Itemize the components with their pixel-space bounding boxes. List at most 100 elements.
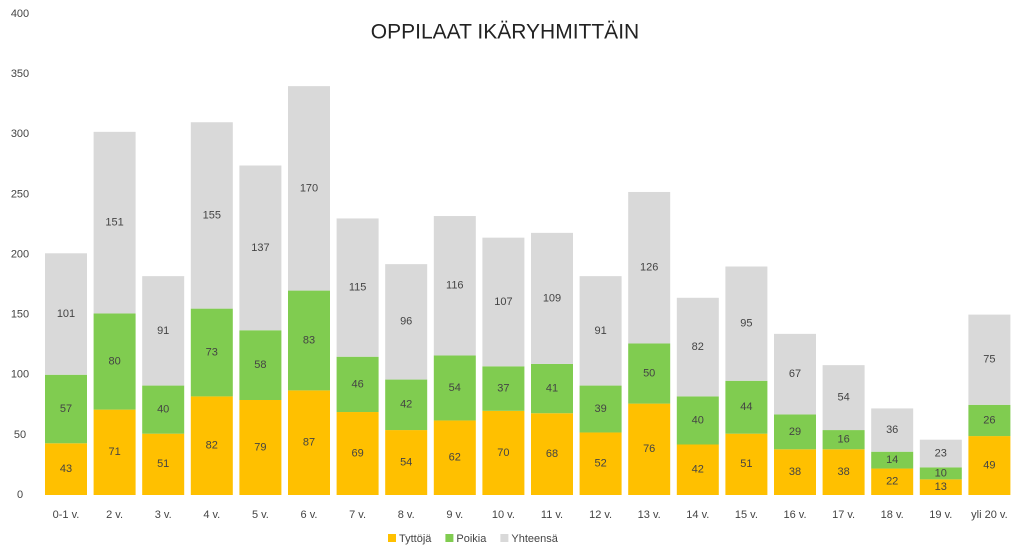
bar-segment — [968, 436, 1011, 495]
bar-segment — [774, 333, 816, 415]
data-label: 62 — [449, 452, 461, 464]
y-tick-label: 300 — [11, 128, 29, 140]
bar-segment — [968, 314, 1011, 405]
bar-segment — [531, 232, 573, 364]
data-label: 116 — [446, 280, 464, 292]
data-label: 67 — [789, 368, 801, 380]
bar-segment — [142, 276, 185, 386]
bar-segment — [822, 449, 865, 495]
bar-segment — [725, 433, 768, 495]
x-tick-label: 14 v. — [686, 509, 709, 521]
y-tick-label: 350 — [11, 68, 29, 80]
y-tick-label: 50 — [14, 429, 26, 441]
bar-segment — [93, 131, 136, 314]
bar-segment — [531, 363, 573, 414]
bar-segment — [385, 264, 428, 380]
x-tick-label: 16 v. — [783, 509, 806, 521]
data-label: 43 — [60, 463, 72, 475]
data-label: 95 — [740, 318, 752, 330]
bar-segment — [822, 365, 865, 431]
data-label: 115 — [349, 281, 367, 293]
bar-segment — [93, 409, 136, 495]
data-label: 50 — [643, 367, 655, 379]
data-label: 13 — [935, 481, 947, 493]
bar-segment — [336, 356, 379, 413]
bar-segment — [385, 379, 428, 431]
bar-segment — [919, 467, 962, 480]
chart-title: OPPILAAT IKÄRYHMITTÄIN — [371, 21, 639, 44]
x-tick-label: 12 v. — [589, 509, 612, 521]
legend-label: Tyttöjä — [399, 533, 432, 545]
data-label: 109 — [543, 292, 561, 304]
data-label: 51 — [157, 458, 169, 470]
x-tick-label: yli 20 v. — [971, 509, 1007, 521]
bar-segment — [288, 290, 330, 391]
data-label: 107 — [494, 296, 512, 308]
data-label: 71 — [108, 446, 120, 458]
bar-segment — [531, 413, 573, 495]
data-label: 80 — [108, 355, 120, 367]
bar-segment — [45, 443, 87, 495]
data-label: 58 — [254, 359, 266, 371]
data-label: 38 — [789, 466, 801, 478]
x-tick-label: 18 v. — [881, 509, 904, 521]
x-tick-label: 10 v. — [492, 509, 515, 521]
data-label: 44 — [740, 401, 752, 413]
data-label: 23 — [935, 447, 947, 459]
bar-segment — [628, 403, 671, 495]
bar-segment — [142, 385, 185, 434]
bar-segment — [919, 439, 962, 468]
x-tick-label: 19 v. — [929, 509, 952, 521]
bar-segment — [433, 420, 476, 495]
bar-segment — [93, 313, 136, 410]
data-label: 137 — [251, 242, 269, 254]
data-label: 70 — [497, 447, 509, 459]
bar-segment — [871, 468, 914, 495]
bar-segment — [774, 449, 816, 495]
data-label: 42 — [400, 399, 412, 411]
bar-segment — [142, 433, 185, 495]
data-label: 22 — [886, 476, 898, 488]
x-tick-label: 13 v. — [638, 509, 661, 521]
data-label: 26 — [983, 414, 995, 426]
x-tick-label: 15 v. — [735, 509, 758, 521]
data-label: 96 — [400, 316, 412, 328]
data-label: 14 — [886, 454, 898, 466]
bar-segment — [871, 451, 914, 469]
data-label: 42 — [692, 464, 704, 476]
data-label: 37 — [497, 382, 509, 394]
data-label: 38 — [837, 466, 849, 478]
data-label: 16 — [837, 434, 849, 446]
bar-segment — [239, 165, 282, 331]
bar-segment — [433, 216, 476, 356]
bar-segment — [336, 218, 379, 357]
bar-segment — [579, 432, 622, 495]
data-label: 57 — [60, 403, 72, 415]
data-label: 40 — [157, 404, 169, 416]
bar-segment — [239, 400, 282, 495]
x-tick-label: 7 v. — [349, 509, 366, 521]
y-tick-label: 100 — [11, 369, 29, 381]
bar-segment — [579, 385, 622, 433]
legend-label: Yhteensä — [511, 533, 558, 545]
y-tick-label: 250 — [11, 188, 29, 200]
data-label: 76 — [643, 443, 655, 455]
bar-segment — [45, 253, 87, 375]
data-label: 87 — [303, 437, 315, 449]
bar-segment — [676, 297, 719, 397]
data-label: 49 — [983, 459, 995, 471]
bar-segment — [628, 191, 671, 344]
data-label: 82 — [206, 440, 218, 452]
bar-segment — [288, 390, 330, 495]
data-label: 170 — [300, 182, 318, 194]
data-label: 101 — [57, 308, 75, 320]
bar-segment — [579, 276, 622, 386]
bar-segment — [190, 308, 233, 397]
x-tick-label: 5 v. — [252, 509, 269, 521]
y-tick-label: 200 — [11, 248, 29, 260]
x-tick-label: 17 v. — [832, 509, 855, 521]
bar-segment — [482, 410, 525, 495]
legend-swatch — [500, 534, 509, 542]
bar-segment — [676, 444, 719, 495]
